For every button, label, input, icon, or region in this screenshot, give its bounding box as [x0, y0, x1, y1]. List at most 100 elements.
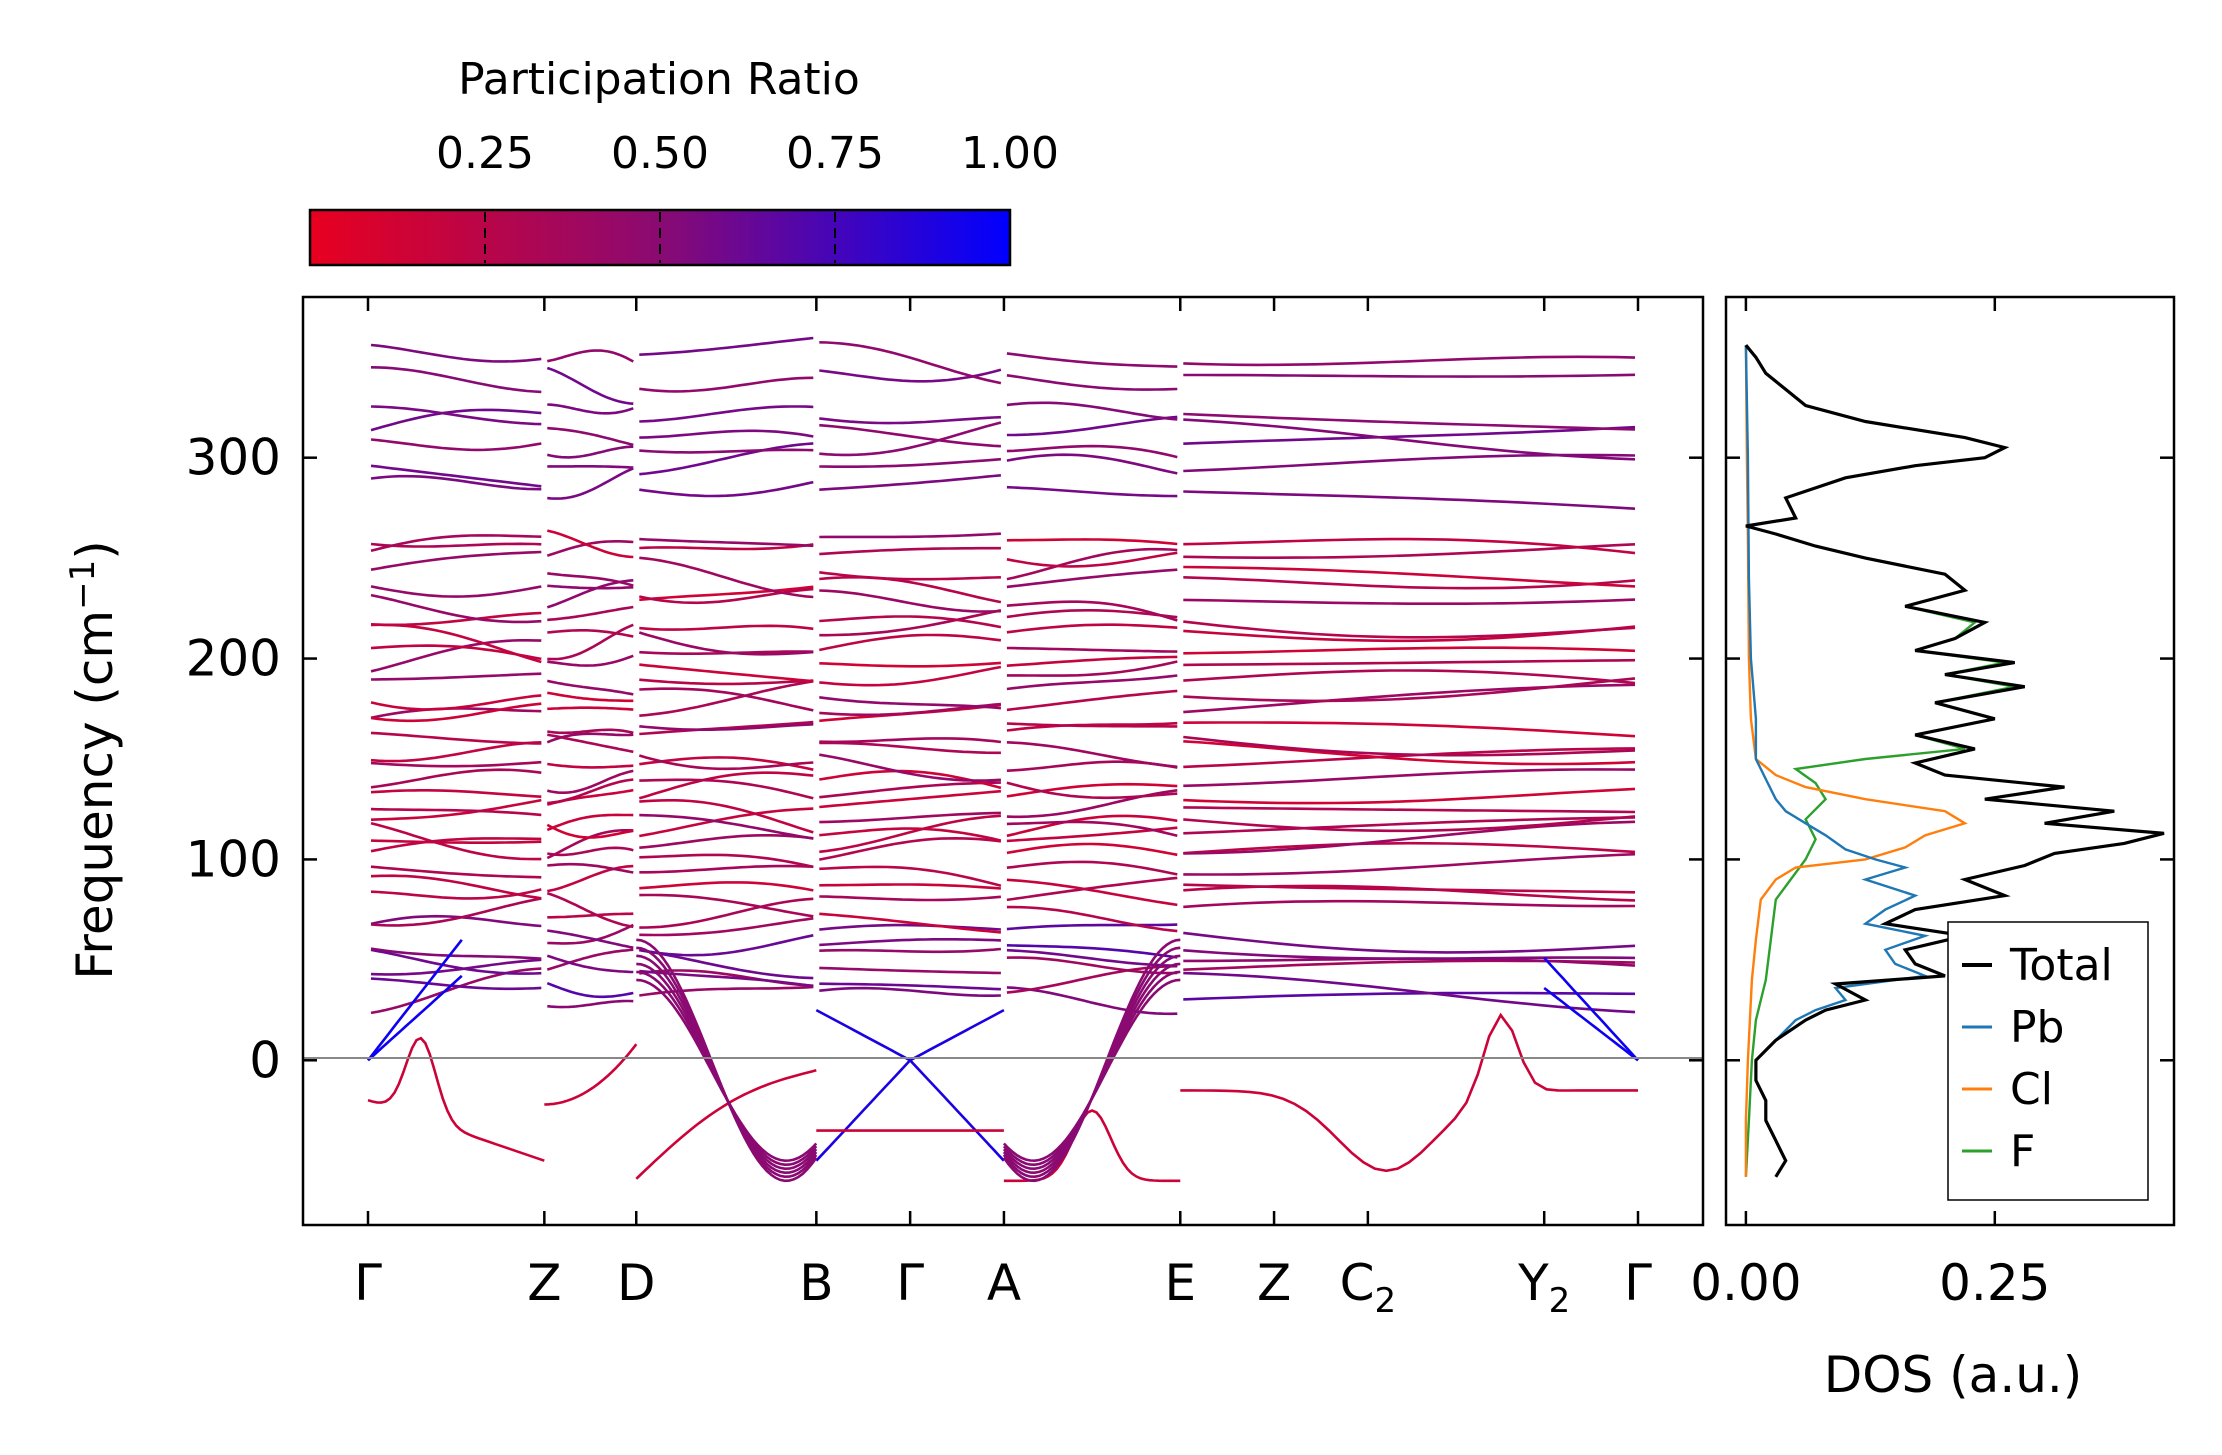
phonon-band [546, 823, 634, 839]
acoustic-branch [909, 1008, 1005, 1062]
phonon-band [547, 349, 634, 363]
phonon-band [819, 789, 1002, 809]
phonon-band [370, 798, 542, 821]
phonon-band [370, 760, 542, 768]
phonon-band [639, 587, 814, 605]
dos-panel: 0.00 0.25 DOS (a.u.) Total Pb Cl F [1690, 295, 2176, 1404]
phonon-band [1006, 547, 1178, 581]
phonon-band [370, 343, 542, 363]
phonon-band [819, 982, 1001, 991]
phonon-band [639, 480, 814, 498]
phonon-band [370, 768, 542, 789]
phonon-band [819, 415, 1001, 425]
phonon-band [370, 958, 542, 976]
legend-label-f: F [2010, 1126, 2035, 1177]
phonon-band [1006, 444, 1178, 459]
phonon-band [546, 948, 634, 971]
phonon-band [547, 862, 634, 874]
phonon-band [547, 999, 634, 1009]
phonon-band [639, 376, 814, 393]
phonon-band [639, 442, 814, 476]
dos-series-cl [1744, 345, 1968, 1177]
imaginary-mode-branch [544, 1043, 638, 1106]
phonon-band [639, 897, 814, 929]
phonon-band [1006, 674, 1178, 691]
phonon-band [370, 948, 542, 975]
phonon-band [1006, 781, 1178, 800]
phonon-band [370, 542, 542, 548]
phonon-band [1006, 814, 1178, 838]
phonon-band [1183, 598, 1636, 606]
phonon-band [370, 731, 542, 745]
phonon-band [1183, 991, 1636, 1001]
phonon-band [1183, 787, 1636, 805]
phonon-band [547, 572, 634, 587]
colorbar-tick-label: 0.75 [786, 128, 884, 179]
imaginary-mode-branch [1002, 978, 1181, 1163]
phonon-band [547, 733, 634, 754]
phonon-band [819, 661, 1001, 668]
phonon-band [546, 954, 634, 974]
phonon-band [370, 788, 542, 798]
phonon-band [1006, 689, 1178, 712]
k-point-label: Γ [354, 1254, 382, 1312]
phonon-band [547, 846, 634, 857]
y-tick-label: 0 [249, 1031, 281, 1089]
phonon-band [547, 584, 634, 590]
k-point-label: Γ [1624, 1254, 1652, 1312]
imaginary-mode-branch [1002, 970, 1181, 1167]
phonon-band [1183, 721, 1636, 738]
phonon-band [547, 605, 634, 622]
phonon-band [819, 865, 1002, 888]
phonon-band [639, 813, 814, 840]
dos-x-axis-label: DOS (a.u.) [1824, 1346, 2083, 1404]
phonon-band [1183, 355, 1636, 367]
phonon-band [819, 615, 1002, 629]
phonon-band [1006, 415, 1178, 437]
phonon-band [819, 532, 1001, 539]
phonon-band [639, 687, 814, 712]
phonon-band [1006, 842, 1178, 857]
phonon-band [547, 912, 634, 919]
phonon-band [819, 741, 1001, 755]
phonon-band [1183, 815, 1636, 833]
phonon-band [547, 929, 634, 949]
phonon-band [1006, 660, 1178, 677]
phonon-band [547, 762, 634, 769]
phonon-band [1183, 883, 1636, 894]
legend-label-total: Total [2009, 940, 2113, 991]
phonon-band [547, 464, 634, 469]
phonon-band [819, 937, 1001, 947]
phonon-band [819, 966, 1001, 975]
phonon-band [370, 874, 542, 900]
phonon-band [1183, 658, 1636, 667]
k-point-label: Z [1257, 1254, 1291, 1312]
phonon-band [1006, 551, 1178, 568]
phonon-band [370, 741, 542, 763]
dos-axes-frame [1724, 295, 2176, 1227]
k-point-label: D [617, 1254, 656, 1312]
phonon-band [1006, 646, 1178, 653]
imaginary-mode-branch [1180, 1012, 1638, 1173]
acoustic-branch [367, 974, 463, 1062]
phonon-band [639, 798, 814, 834]
phonon-band [1183, 899, 1636, 909]
phonon-band [1183, 816, 1636, 835]
imaginary-mode-branch [636, 970, 818, 1167]
phonon-band [1183, 418, 1636, 461]
phonon-band [1183, 373, 1636, 378]
phonon-band [546, 366, 634, 405]
phonon-band [370, 366, 542, 394]
phonon-band [1006, 374, 1178, 391]
phonon-band [370, 593, 542, 624]
phonon-band [547, 445, 634, 459]
phonon-band [639, 678, 814, 686]
band-axes-frame [301, 295, 1705, 1227]
phonon-band [819, 665, 1002, 687]
phonon-band [639, 448, 814, 454]
phonon-band [370, 405, 542, 426]
phonon-band [1006, 485, 1178, 498]
phonon-band [1183, 740, 1636, 766]
phonon-band [370, 464, 542, 488]
phonon-band [546, 529, 634, 559]
